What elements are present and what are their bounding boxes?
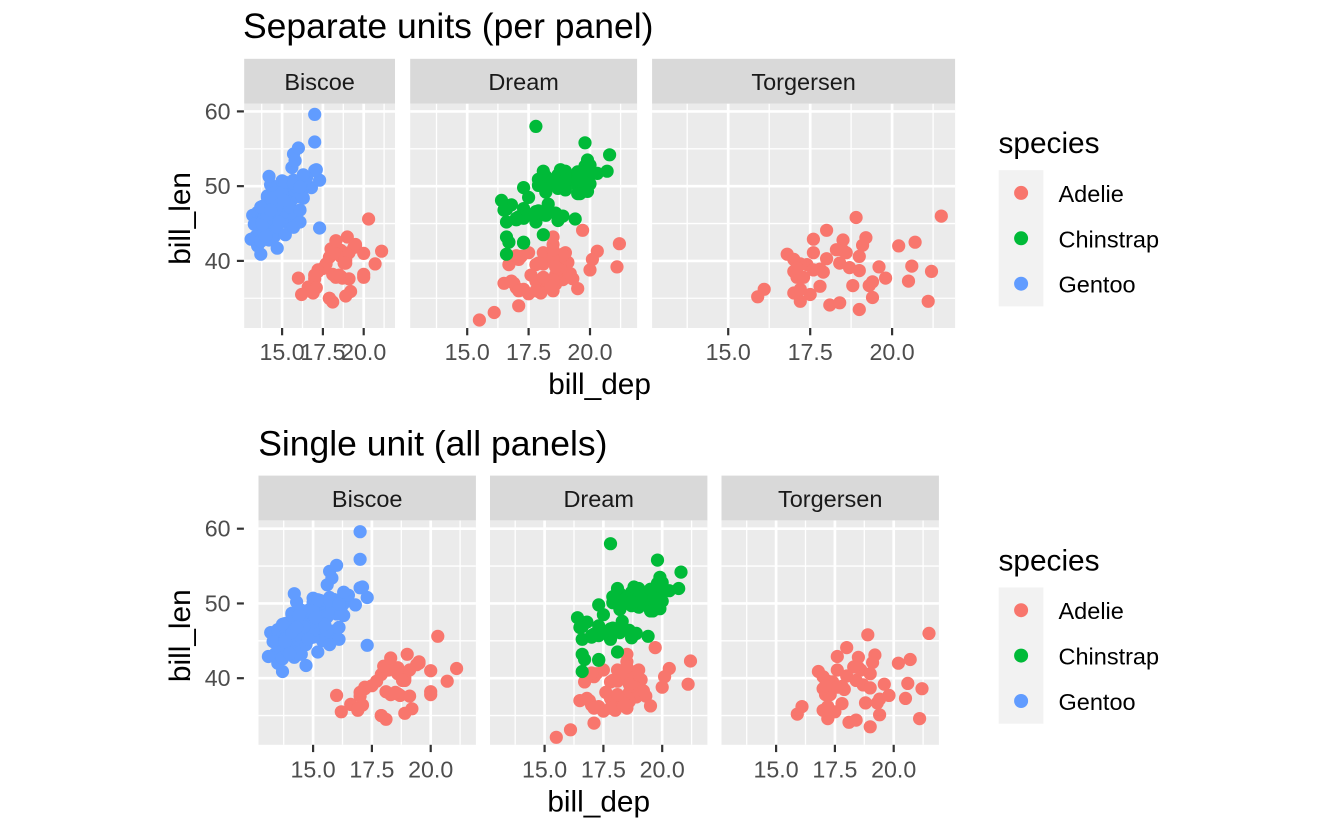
- svg-text:50: 50: [205, 173, 231, 199]
- svg-text:bill_dep: bill_dep: [547, 785, 650, 818]
- svg-text:20.0: 20.0: [640, 756, 685, 782]
- svg-text:15.0: 15.0: [754, 756, 799, 782]
- svg-text:Biscoe: Biscoe: [332, 486, 403, 512]
- svg-text:15.0: 15.0: [291, 756, 336, 782]
- svg-text:15.0: 15.0: [260, 339, 305, 365]
- svg-text:Single unit (all panels): Single unit (all panels): [258, 423, 607, 463]
- svg-text:Adelie: Adelie: [1059, 181, 1124, 207]
- svg-text:Dream: Dream: [488, 69, 559, 95]
- svg-text:Torgersen: Torgersen: [778, 486, 883, 512]
- svg-text:species: species: [999, 544, 1100, 577]
- svg-text:bill_dep: bill_dep: [548, 368, 651, 401]
- svg-text:20.0: 20.0: [871, 756, 916, 782]
- svg-text:Biscoe: Biscoe: [284, 69, 355, 95]
- svg-text:17.5: 17.5: [581, 756, 626, 782]
- svg-text:40: 40: [205, 665, 231, 691]
- svg-text:Gentoo: Gentoo: [1059, 272, 1136, 298]
- svg-text:20.0: 20.0: [567, 339, 612, 365]
- svg-text:60: 60: [205, 98, 231, 124]
- svg-text:40: 40: [205, 248, 231, 274]
- svg-text:60: 60: [205, 516, 231, 542]
- svg-text:Torgersen: Torgersen: [751, 69, 856, 95]
- svg-text:15.0: 15.0: [445, 339, 490, 365]
- svg-text:15.0: 15.0: [706, 339, 751, 365]
- svg-text:Separate units (per panel): Separate units (per panel): [243, 6, 653, 46]
- svg-text:15.0: 15.0: [522, 756, 567, 782]
- svg-text:Gentoo: Gentoo: [1059, 689, 1136, 715]
- svg-text:17.5: 17.5: [300, 339, 345, 365]
- svg-text:50: 50: [205, 591, 231, 617]
- svg-text:20.0: 20.0: [870, 339, 915, 365]
- svg-text:20.0: 20.0: [341, 339, 386, 365]
- svg-text:species: species: [999, 127, 1100, 160]
- svg-text:Dream: Dream: [563, 486, 634, 512]
- svg-text:Adelie: Adelie: [1059, 598, 1124, 624]
- svg-text:bill_len: bill_len: [164, 172, 197, 265]
- svg-text:Chinstrap: Chinstrap: [1059, 644, 1160, 670]
- svg-text:20.0: 20.0: [408, 756, 453, 782]
- svg-text:17.5: 17.5: [506, 339, 551, 365]
- svg-text:17.5: 17.5: [812, 756, 857, 782]
- svg-text:17.5: 17.5: [788, 339, 833, 365]
- svg-text:Chinstrap: Chinstrap: [1059, 226, 1160, 252]
- svg-text:bill_len: bill_len: [164, 589, 197, 682]
- svg-text:17.5: 17.5: [349, 756, 394, 782]
